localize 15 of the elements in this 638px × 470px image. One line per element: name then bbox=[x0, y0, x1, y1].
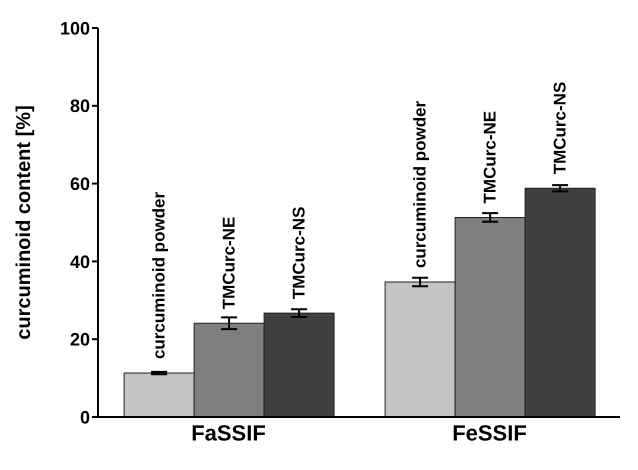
y-tick-label: 80 bbox=[70, 96, 90, 116]
text: TMCurc-NE bbox=[480, 110, 500, 204]
text: curcuminoid powder bbox=[150, 191, 169, 360]
text: TMCurc-NS bbox=[290, 206, 309, 300]
y-tick-label: 60 bbox=[70, 174, 90, 194]
x-tick-label: FeSSIF bbox=[452, 420, 527, 446]
y-axis-title: curcuminoid content [%] bbox=[13, 105, 36, 340]
text: TMCurc-NS bbox=[550, 82, 570, 174]
text: curcuminoid powder bbox=[410, 100, 430, 268]
y-tick-label: 100 bbox=[60, 18, 90, 38]
y-tick-label: 0 bbox=[80, 407, 90, 428]
x-tick-label: FaSSIF bbox=[191, 420, 266, 446]
text: TMCurc-NE bbox=[220, 216, 239, 310]
y-tick-label: 40 bbox=[70, 252, 90, 272]
y-tick-label: 20 bbox=[70, 330, 90, 350]
